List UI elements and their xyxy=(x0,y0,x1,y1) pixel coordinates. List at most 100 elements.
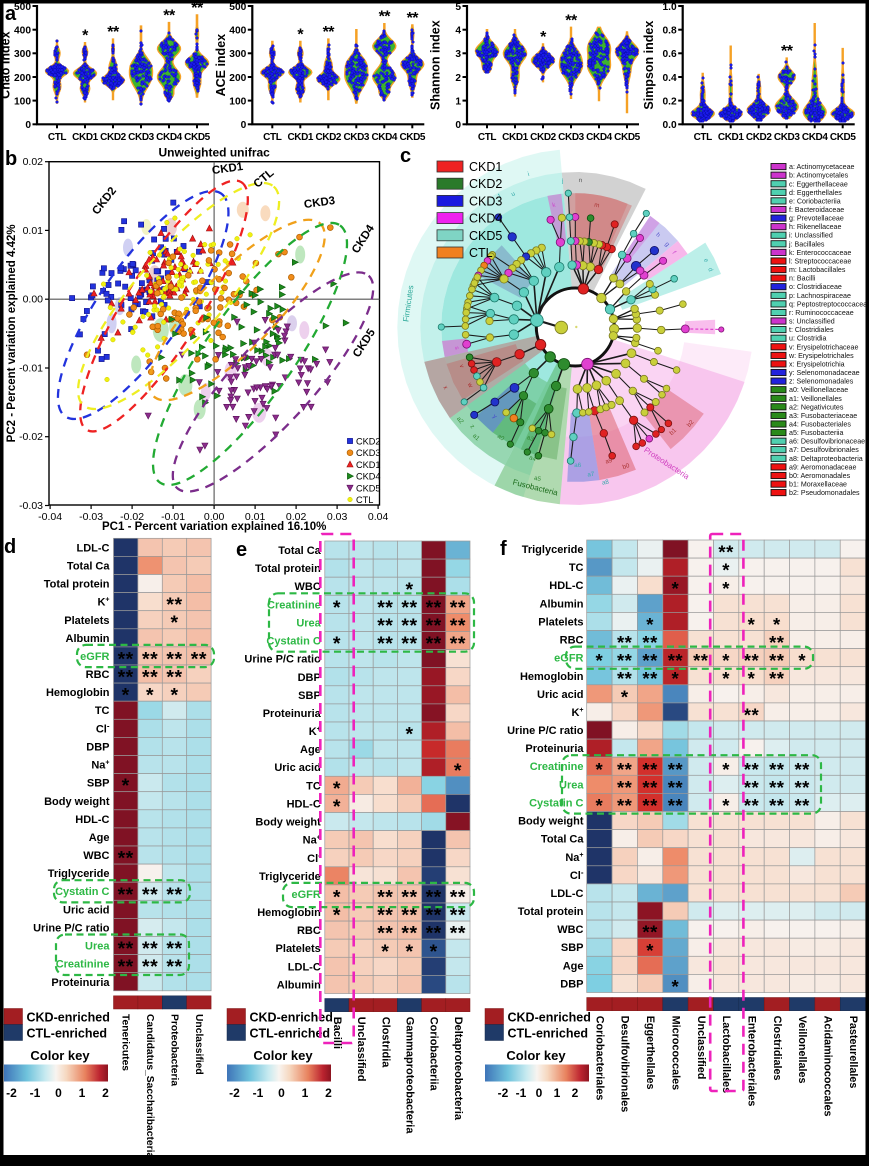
svg-text:Uric acid: Uric acid xyxy=(274,762,320,774)
svg-text:**: ** xyxy=(107,24,120,41)
svg-text:Total Ca: Total Ca xyxy=(67,560,110,572)
svg-text:CKD4: CKD4 xyxy=(356,472,381,482)
svg-text:0.4: 0.4 xyxy=(663,73,677,84)
svg-text:c: c xyxy=(400,145,411,167)
svg-text:Color key: Color key xyxy=(253,1048,313,1063)
svg-text:Hemoglobin: Hemoglobin xyxy=(520,671,584,683)
svg-text:a0: Veillonellaceae: a0: Veillonellaceae xyxy=(789,386,848,394)
svg-text:CKD1: CKD1 xyxy=(502,132,528,143)
svg-text:Micrococcales: Micrococcales xyxy=(669,1016,681,1090)
svg-text:**: ** xyxy=(407,10,420,27)
svg-text:Lactobacillales: Lactobacillales xyxy=(720,1016,732,1093)
svg-text:Hemoglobin: Hemoglobin xyxy=(46,687,110,699)
svg-text:Body weight: Body weight xyxy=(255,817,321,829)
svg-text:PC2 - Percent variation explai: PC2 - Percent variation explained 4.42% xyxy=(6,224,18,442)
svg-text:*: * xyxy=(748,614,756,635)
svg-text:CKD4: CKD4 xyxy=(802,132,828,143)
svg-text:400: 400 xyxy=(229,26,246,37)
svg-text:Urine P/C ratio: Urine P/C ratio xyxy=(33,923,110,935)
svg-text:Albumin: Albumin xyxy=(277,980,321,992)
svg-text:Urea: Urea xyxy=(85,941,110,953)
svg-text:a3: Fusobacteriaceae: a3: Fusobacteriaceae xyxy=(789,412,857,420)
svg-text:3: 3 xyxy=(455,49,461,60)
svg-text:Triglyceride: Triglyceride xyxy=(259,871,321,883)
svg-text:a: a xyxy=(5,3,17,25)
svg-text:*: * xyxy=(333,597,341,619)
svg-text:Eggerthellales: Eggerthellales xyxy=(644,1016,656,1090)
svg-text:0.03: 0.03 xyxy=(327,511,348,523)
svg-text:WBC: WBC xyxy=(295,581,321,593)
svg-text:m: Lactobacillales: m: Lactobacillales xyxy=(789,266,846,274)
svg-text:CKD3: CKD3 xyxy=(343,132,369,143)
svg-text:CKD3: CKD3 xyxy=(558,132,584,143)
svg-text:Age: Age xyxy=(89,832,110,844)
svg-text:v: Erysipelotrichaceae: v: Erysipelotrichaceae xyxy=(789,343,858,351)
svg-text:DBP: DBP xyxy=(298,672,321,684)
svg-text:k: Enterococcaceae: k: Enterococcaceae xyxy=(789,249,851,257)
svg-text:*: * xyxy=(748,668,756,689)
svg-text:Albumin: Albumin xyxy=(540,598,584,610)
svg-text:0: 0 xyxy=(536,1086,543,1100)
svg-text:Total protein: Total protein xyxy=(518,906,584,918)
svg-text:Desulfovibrionales: Desulfovibrionales xyxy=(619,1016,631,1113)
svg-text:SBP: SBP xyxy=(561,942,584,954)
svg-text:TC: TC xyxy=(95,705,110,717)
svg-text:Color key: Color key xyxy=(30,1048,90,1063)
svg-text:*: * xyxy=(722,578,730,599)
svg-text:Triglyceride: Triglyceride xyxy=(48,868,110,880)
svg-text:Proteinuria: Proteinuria xyxy=(525,743,584,755)
svg-text:d: d xyxy=(4,536,16,558)
svg-text:n: Bacilli: n: Bacilli xyxy=(789,275,816,283)
svg-text:Urine P/C ratio: Urine P/C ratio xyxy=(507,725,584,737)
svg-text:1: 1 xyxy=(79,1086,86,1100)
svg-text:LDL-C: LDL-C xyxy=(551,888,584,900)
svg-text:Total protein: Total protein xyxy=(255,563,321,575)
svg-text:HDL-C: HDL-C xyxy=(287,799,321,811)
svg-text:100: 100 xyxy=(14,96,31,107)
svg-text:Creatinine: Creatinine xyxy=(530,761,584,773)
svg-text:Triglyceride: Triglyceride xyxy=(522,544,584,556)
svg-text:Clostridia: Clostridia xyxy=(379,1017,391,1069)
svg-text:2: 2 xyxy=(572,1086,579,1100)
svg-text:w: Erysipelotrichales: w: Erysipelotrichales xyxy=(788,352,854,360)
svg-text:CKD1: CKD1 xyxy=(718,132,744,143)
svg-text:CKD2: CKD2 xyxy=(530,132,556,143)
svg-text:*: * xyxy=(646,940,654,961)
svg-text:-2: -2 xyxy=(229,1086,240,1100)
svg-text:Platelets: Platelets xyxy=(538,617,583,629)
svg-text:CTL: CTL xyxy=(478,132,497,143)
svg-text:0.0: 0.0 xyxy=(663,120,677,131)
svg-text:Uric acid: Uric acid xyxy=(63,904,109,916)
svg-text:CKD-enriched: CKD-enriched xyxy=(27,1011,110,1025)
svg-text:*: * xyxy=(333,796,341,818)
svg-text:CKD4: CKD4 xyxy=(586,132,612,143)
svg-text:200: 200 xyxy=(229,73,246,84)
svg-text:-0.04: -0.04 xyxy=(38,511,62,523)
svg-text:Gammaproteobacteria: Gammaproteobacteria xyxy=(404,1017,416,1135)
svg-text:ACE index: ACE index xyxy=(214,34,228,97)
svg-text:300: 300 xyxy=(229,49,246,60)
svg-text:*: * xyxy=(621,686,629,707)
svg-text:0.04: 0.04 xyxy=(368,511,389,523)
svg-text:Proteobacteria: Proteobacteria xyxy=(169,1014,180,1086)
svg-text:400: 400 xyxy=(14,26,31,37)
svg-text:a2: Negativicutes: a2: Negativicutes xyxy=(789,403,844,411)
svg-text:SBP: SBP xyxy=(298,690,321,702)
svg-text:b: b xyxy=(5,148,17,170)
svg-text:Unweighted unifrac: Unweighted unifrac xyxy=(159,146,271,160)
svg-text:CKD3: CKD3 xyxy=(774,132,800,143)
svg-text:-1: -1 xyxy=(253,1086,264,1100)
svg-text:**: ** xyxy=(565,12,578,29)
svg-text:Unclassified: Unclassified xyxy=(695,1016,707,1080)
svg-text:RBC: RBC xyxy=(86,669,110,681)
svg-text:DBP: DBP xyxy=(86,741,109,753)
svg-text:CKD2: CKD2 xyxy=(100,132,126,143)
svg-text:CKD1: CKD1 xyxy=(72,132,98,143)
svg-text:-0.01: -0.01 xyxy=(19,363,43,375)
svg-text:**: ** xyxy=(744,705,760,726)
svg-text:p: Lachnospiraceae: p: Lachnospiraceae xyxy=(789,292,851,300)
svg-text:f: f xyxy=(500,538,507,560)
svg-text:TC: TC xyxy=(569,562,584,574)
svg-text:RBC: RBC xyxy=(560,635,584,647)
svg-text:Simpson index: Simpson index xyxy=(642,21,656,110)
